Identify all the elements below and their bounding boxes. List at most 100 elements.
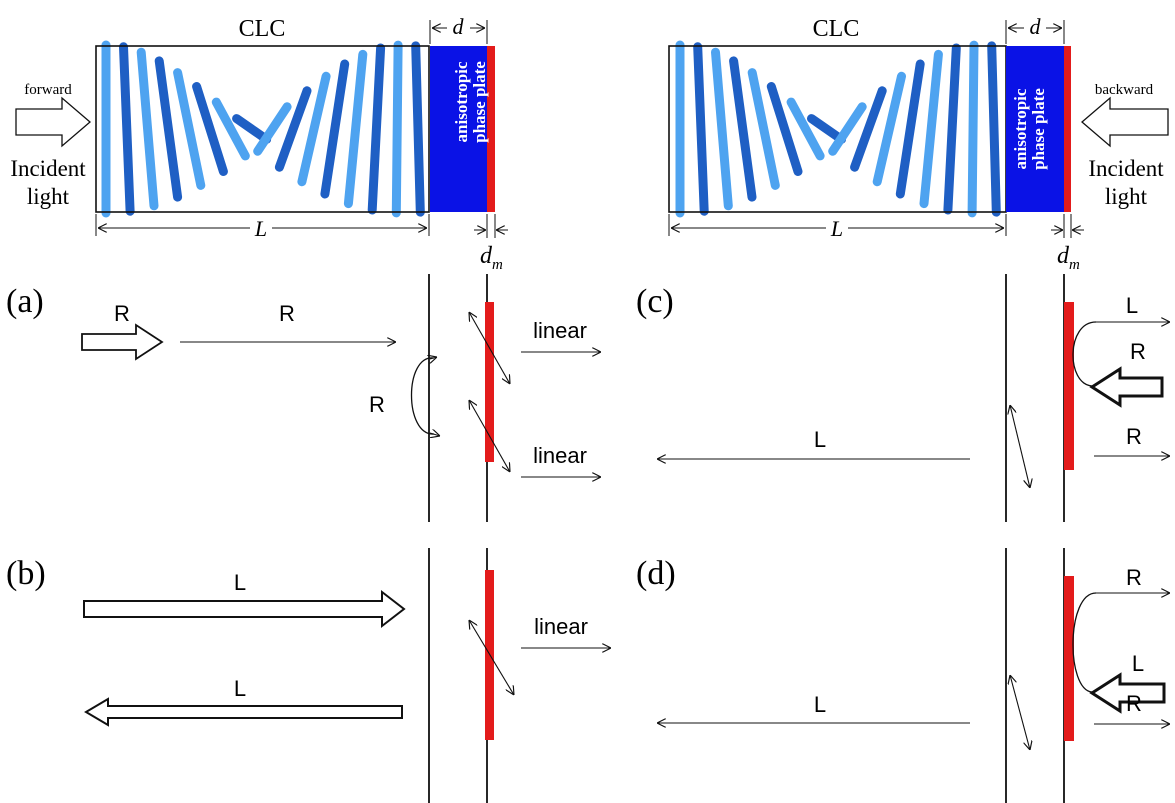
polarization-arrow	[1010, 405, 1030, 488]
reflect-label: L	[234, 676, 246, 701]
mirror-layer	[487, 46, 495, 212]
lc-rod	[367, 43, 386, 215]
plate-text-1: anisotropic	[452, 61, 471, 142]
direction-label: backward	[1095, 82, 1154, 98]
lc-rod	[943, 43, 961, 215]
lc-rod	[274, 86, 312, 172]
lc-rod	[253, 102, 292, 156]
lc-rod	[807, 114, 846, 144]
lc-rod	[297, 71, 331, 187]
lc-rod	[711, 47, 733, 211]
lc-rod	[154, 56, 183, 202]
mirror-layer	[1064, 46, 1071, 212]
lc-rod	[411, 41, 425, 217]
lc-rod	[786, 97, 825, 161]
reflect-label: L	[814, 427, 826, 452]
panel-b-tag: (b)	[6, 555, 46, 592]
lc-rod	[872, 71, 906, 187]
plate-text-1: anisotropic	[1011, 88, 1030, 169]
clc-label: CLC	[239, 16, 286, 42]
d-label: d	[453, 14, 465, 39]
clc-box	[95, 45, 430, 213]
top-label: R	[1126, 565, 1142, 590]
plate-text-2: phase plate	[1029, 88, 1048, 170]
incident-arrow-icon	[81, 323, 164, 361]
cell-left: anisotropic phase plate CLC d L dm forwa…	[10, 14, 508, 273]
lc-rod	[173, 68, 206, 190]
incident-label: L	[1132, 651, 1144, 676]
panel-b: (b) L L linear	[6, 548, 611, 803]
polarization-arrow	[469, 312, 510, 384]
polarization-arrow	[469, 620, 514, 695]
incident-arrow-icon	[83, 589, 406, 629]
lc-rod	[320, 59, 350, 199]
out2-label: linear	[533, 443, 587, 468]
incident-arrow-icon	[15, 96, 91, 148]
clc-rods	[675, 40, 1001, 218]
lc-rod	[919, 49, 943, 209]
reflect-loop	[1072, 321, 1097, 387]
incident-text-2: light	[1105, 184, 1148, 209]
panel-c-tag: (c)	[636, 283, 674, 320]
panel-a-tag: (a)	[6, 283, 44, 320]
lc-rod	[747, 68, 780, 190]
mirror-layer	[1064, 576, 1074, 741]
panel-c: (c) L R R L	[636, 274, 1170, 522]
reflect-loop	[410, 357, 435, 435]
bottom-label: R	[1126, 691, 1142, 716]
lc-rod	[693, 42, 709, 216]
bottom-label: R	[1126, 424, 1142, 449]
out1-label: linear	[533, 318, 587, 343]
lc-rod	[967, 40, 979, 218]
panel-d: (d) R L R L	[636, 548, 1170, 803]
lc-rod	[119, 42, 135, 216]
polarization-arrow	[469, 400, 510, 472]
phase-plate	[1006, 46, 1064, 212]
lc-rod	[211, 97, 250, 161]
incident-text-1: Incident	[10, 156, 86, 181]
lc-rod	[192, 82, 228, 176]
lc-rod	[850, 86, 887, 172]
loop-label: R	[369, 392, 385, 417]
dm-label: dm	[1057, 243, 1080, 273]
plate-text-2: phase plate	[470, 61, 489, 143]
d-label: d	[1030, 14, 1042, 39]
mirror-layer	[1064, 302, 1074, 470]
phase-plate	[430, 46, 487, 212]
panel-d-tag: (d)	[636, 555, 676, 592]
incident-text-2: light	[27, 184, 70, 209]
reflect-loop	[1072, 592, 1097, 693]
incident-text-1: Incident	[1088, 156, 1164, 181]
L-label: L	[830, 216, 843, 241]
transmit-label: R	[279, 301, 295, 326]
clc-label: CLC	[813, 16, 860, 42]
lc-rod	[343, 49, 368, 209]
lc-rod	[232, 114, 272, 144]
incident-label: R	[114, 301, 130, 326]
incident-label: L	[234, 570, 246, 595]
lc-rod	[828, 102, 867, 156]
lc-rod	[391, 40, 403, 218]
lc-rod	[895, 59, 925, 199]
top-label: L	[1126, 293, 1138, 318]
dm-label: dm	[480, 243, 503, 273]
reflect-label: L	[814, 692, 826, 717]
incident-arrow-icon	[1081, 96, 1169, 148]
cell-right: anisotropic phase plate CLC d L dm backw…	[668, 14, 1169, 273]
out-label: linear	[534, 614, 588, 639]
polarization-arrow	[1010, 675, 1030, 750]
lc-rod	[136, 47, 159, 211]
lc-rod	[729, 56, 757, 202]
incident-label: R	[1130, 339, 1146, 364]
reflect-arrow-icon	[84, 697, 403, 727]
panel-a: (a) R R R linear linear	[6, 274, 601, 522]
L-label: L	[254, 216, 267, 241]
mirror-layer	[485, 302, 494, 462]
direction-label: forward	[24, 82, 72, 98]
incident-arrow-icon	[1089, 672, 1166, 714]
incident-arrow-icon	[1089, 366, 1164, 408]
lc-rod	[987, 41, 1001, 217]
lc-rod	[766, 82, 803, 176]
